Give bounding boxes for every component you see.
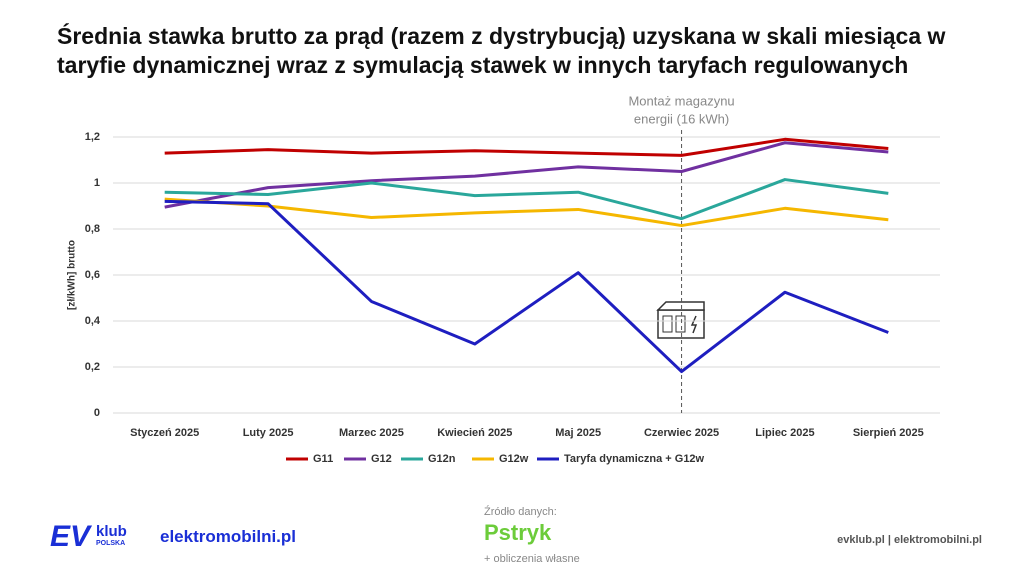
x-tick-label: Kwiecień 2025 — [437, 427, 512, 439]
annotation-text: energii (16 kWh) — [634, 111, 729, 126]
source-label: Źródło danych: — [484, 506, 557, 518]
x-tick-label: Marzec 2025 — [339, 427, 404, 439]
y-tick-label: 0,4 — [85, 315, 101, 327]
x-tick-label: Czerwiec 2025 — [644, 427, 719, 439]
y-tick-label: 0,2 — [85, 361, 100, 373]
y-tick-label: 0,8 — [85, 223, 100, 235]
y-tick-label: 1 — [94, 177, 100, 189]
legend-label: G12 — [371, 453, 392, 465]
x-tick-label: Luty 2025 — [243, 427, 294, 439]
series-line — [164, 199, 889, 374]
source-name: Pstryk — [484, 520, 552, 545]
logo-ev: EV — [50, 520, 91, 553]
x-tick-label: Styczeń 2025 — [130, 427, 199, 439]
chart-title: Średnia stawka brutto za prąd (razem z d… — [57, 23, 946, 78]
site: elektromobilni.pl — [160, 527, 297, 546]
series-line — [164, 137, 889, 157]
series-line — [164, 141, 889, 209]
x-tick-label: Sierpień 2025 — [853, 427, 924, 439]
logo-klub: klub — [96, 523, 127, 540]
source-note: + obliczenia własne — [484, 553, 580, 565]
legend-label: G12n — [428, 453, 456, 465]
x-tick-label: Maj 2025 — [555, 427, 601, 439]
legend-label: Taryfa dynamiczna + G12w — [564, 453, 705, 465]
y-tick-label: 0,6 — [85, 269, 100, 281]
battery-icon — [656, 301, 705, 339]
legend-label: G12w — [499, 453, 529, 465]
x-tick-label: Lipiec 2025 — [755, 427, 814, 439]
y-axis-label: [zł/kWh] brutto — [67, 240, 78, 310]
annotation-text: Montaż magazynu — [628, 93, 734, 108]
legend-label: G11 — [313, 453, 333, 465]
footer-links: evklub.pl | elektromobilni.pl — [837, 534, 982, 546]
logo-polska: POLSKA — [96, 540, 126, 547]
series-line — [164, 178, 889, 221]
y-tick-label: 1,2 — [85, 131, 100, 143]
y-tick-label: 0 — [94, 407, 100, 419]
series-line — [164, 197, 889, 228]
